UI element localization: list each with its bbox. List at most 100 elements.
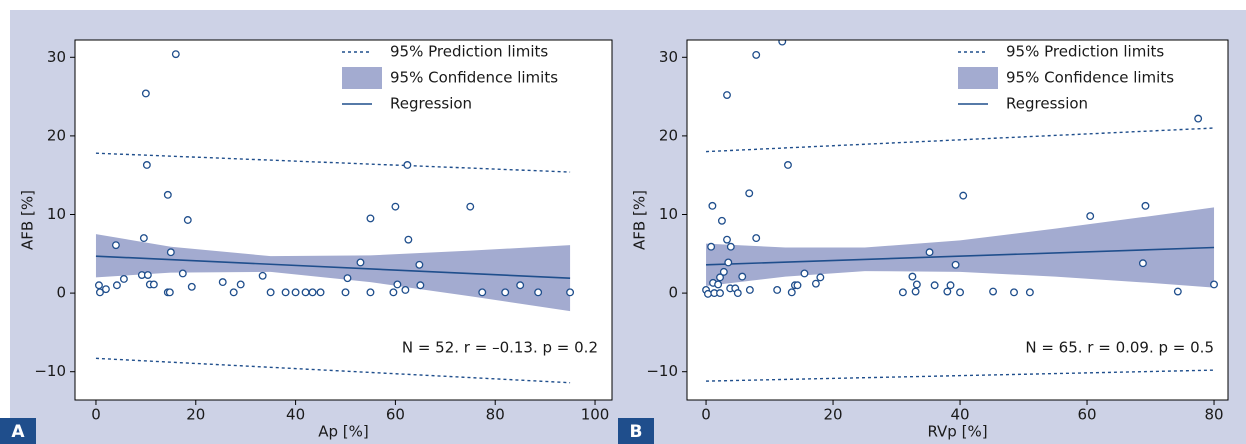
y-tick-label: 10 [47, 205, 66, 223]
panel-tag: B [630, 422, 643, 442]
data-point [708, 201, 717, 210]
plot-frame [74, 39, 613, 401]
data-point [178, 269, 187, 278]
data-point [343, 274, 352, 283]
prediction-limit [706, 369, 1215, 382]
data-point [989, 287, 998, 296]
data-point [141, 89, 150, 98]
x-tick-label: 80 [486, 406, 505, 424]
data-point [1086, 212, 1095, 221]
data-point [738, 272, 747, 281]
data-point [784, 161, 792, 169]
y-tick-label: 20 [659, 126, 678, 144]
data-point [719, 267, 728, 276]
data-point [778, 40, 787, 46]
data-point [478, 288, 487, 297]
legend-swatch [958, 67, 998, 89]
plot-content [95, 50, 575, 384]
legend-label: Regression [1006, 95, 1088, 113]
data-point [773, 286, 782, 294]
data-point [119, 275, 128, 283]
data-point [95, 281, 103, 290]
data-point [1138, 259, 1147, 268]
data-point [707, 242, 716, 251]
data-point [911, 287, 920, 296]
panel-tag-box [0, 418, 36, 444]
data-point [366, 288, 375, 297]
x-axis-label: RVp [%] [927, 423, 987, 441]
confidence-band [706, 207, 1215, 288]
data-point [236, 280, 245, 289]
data-point [143, 271, 152, 279]
data-point [142, 161, 151, 169]
data-point [1173, 287, 1182, 296]
x-tick-label: 0 [91, 406, 101, 424]
data-point [281, 288, 290, 297]
data-point [930, 281, 939, 290]
data-point [171, 50, 180, 59]
regression-line [95, 255, 571, 279]
data-point [149, 280, 158, 289]
y-tick-label: −10 [34, 362, 66, 380]
y-tick-label: 30 [659, 48, 678, 66]
data-point [726, 242, 735, 251]
data-point [745, 189, 754, 198]
x-tick-label: 20 [186, 406, 205, 424]
plot-area [75, 40, 612, 400]
data-point [415, 260, 424, 269]
data-point [716, 273, 724, 282]
data-point [301, 288, 310, 297]
data-point [723, 91, 731, 99]
data-point [183, 216, 192, 224]
data-point [316, 288, 325, 297]
data-point [356, 258, 365, 267]
y-tick-label: 10 [659, 205, 678, 223]
data-point [165, 288, 174, 297]
data-point [1010, 288, 1018, 297]
confidence-band [95, 234, 571, 312]
data-point [258, 271, 267, 280]
x-tick-label: 100 [581, 406, 610, 424]
data-point [96, 288, 104, 297]
data-point [1210, 280, 1218, 289]
data-point [752, 50, 761, 59]
data-point [898, 288, 907, 297]
data-point [101, 285, 110, 294]
legend-label: 95% Prediction limits [390, 43, 548, 61]
prediction-limit [706, 127, 1215, 153]
regression-line [706, 246, 1215, 266]
plot-frame [686, 39, 1229, 401]
y-tick-label: 30 [47, 48, 66, 66]
y-tick-label: 0 [668, 284, 678, 302]
y-tick-label: 0 [56, 284, 66, 302]
data-point [1141, 201, 1150, 210]
data-point [366, 214, 375, 223]
legend-label: Regression [390, 95, 472, 113]
data-point [1194, 114, 1203, 123]
data-point [516, 281, 525, 290]
x-tick-label: 60 [1077, 406, 1096, 424]
data-point [717, 216, 726, 225]
data-point [912, 280, 921, 289]
data-point [404, 235, 413, 244]
data-point [501, 288, 510, 297]
legend-swatch [342, 67, 382, 89]
data-point [811, 279, 820, 288]
x-tick-label: 40 [950, 406, 969, 424]
data-point [466, 202, 475, 211]
data-point [266, 288, 275, 297]
data-point [112, 281, 121, 290]
x-tick-label: 0 [701, 406, 711, 424]
data-point [716, 289, 724, 298]
data-point [166, 248, 175, 257]
panel-tag-box [618, 418, 654, 444]
data-point [187, 282, 196, 291]
data-point [308, 288, 317, 297]
data-point [393, 280, 402, 289]
legend-label: 95% Confidence limits [390, 69, 558, 87]
data-point [401, 286, 410, 294]
data-point [787, 288, 796, 297]
y-axis-label: AFB [%] [19, 190, 37, 250]
legend-label: 95% Confidence limits [1006, 69, 1174, 87]
x-tick-label: 20 [823, 406, 842, 424]
